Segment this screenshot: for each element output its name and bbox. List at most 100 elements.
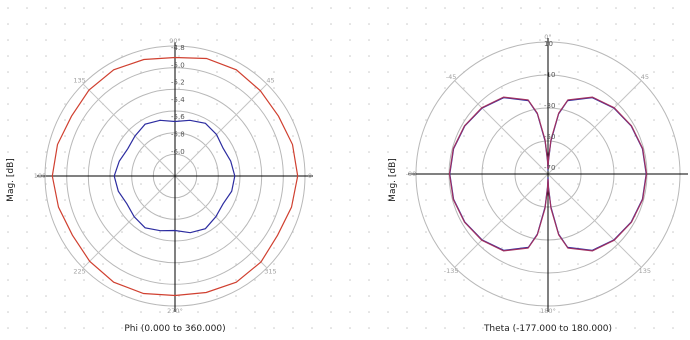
grid-dot bbox=[672, 39, 674, 41]
grid-dot bbox=[330, 135, 332, 137]
polar-main-axes bbox=[408, 38, 688, 312]
grid-dot bbox=[349, 311, 351, 313]
grid-dot bbox=[273, 263, 275, 265]
grid-dot bbox=[539, 87, 541, 89]
grid-dot bbox=[406, 215, 408, 217]
grid-dot bbox=[64, 167, 66, 169]
grid-dot bbox=[121, 7, 123, 9]
grid-dot bbox=[596, 167, 598, 169]
grid-dot bbox=[64, 135, 66, 137]
grid-dot bbox=[26, 135, 28, 137]
grid-dot bbox=[349, 295, 351, 297]
grid-dot bbox=[235, 263, 237, 265]
grid-dot bbox=[102, 39, 104, 41]
radial-tick-label: -6.0 bbox=[171, 148, 185, 156]
grid-dot bbox=[45, 103, 47, 105]
grid-dot bbox=[672, 23, 674, 25]
grid-dot bbox=[121, 327, 123, 329]
grid-dot bbox=[311, 71, 313, 73]
grid-dot bbox=[102, 151, 104, 153]
grid-dot bbox=[45, 263, 47, 265]
grid-dot bbox=[653, 183, 655, 185]
grid-dot bbox=[368, 247, 370, 249]
grid-dot bbox=[425, 263, 427, 265]
grid-dot bbox=[634, 263, 636, 265]
grid-dot bbox=[292, 295, 294, 297]
grid-dot bbox=[634, 167, 636, 169]
grid-dot bbox=[444, 23, 446, 25]
grid-dot bbox=[577, 167, 579, 169]
grid-dot bbox=[140, 247, 142, 249]
grid-dot bbox=[121, 71, 123, 73]
grid-dot bbox=[368, 183, 370, 185]
grid-dot bbox=[577, 183, 579, 185]
grid-dot bbox=[102, 279, 104, 281]
grid-dot bbox=[235, 87, 237, 89]
grid-dot bbox=[672, 151, 674, 153]
angle-label: 135 bbox=[73, 77, 85, 85]
grid-dot bbox=[311, 231, 313, 233]
grid-dot bbox=[501, 199, 503, 201]
grid-dot bbox=[330, 39, 332, 41]
grid-dot bbox=[501, 215, 503, 217]
grid-dot bbox=[406, 119, 408, 121]
grid-dot bbox=[7, 167, 9, 169]
grid-dot bbox=[482, 135, 484, 137]
grid-dot bbox=[102, 7, 104, 9]
grid-dot bbox=[26, 87, 28, 89]
grid-dot bbox=[26, 103, 28, 105]
grid-dot bbox=[330, 23, 332, 25]
grid-dot bbox=[292, 87, 294, 89]
grid-dot bbox=[634, 247, 636, 249]
grid-dot bbox=[577, 23, 579, 25]
grid-dot bbox=[425, 215, 427, 217]
grid-dot bbox=[482, 295, 484, 297]
grid-dot bbox=[178, 23, 180, 25]
grid-dot bbox=[311, 23, 313, 25]
grid-dot bbox=[577, 327, 579, 329]
grid-dot bbox=[520, 119, 522, 121]
grid-dot bbox=[178, 87, 180, 89]
grid-dot bbox=[672, 327, 674, 329]
grid-dot bbox=[178, 327, 180, 329]
grid-dot bbox=[159, 295, 161, 297]
grid-dot bbox=[653, 87, 655, 89]
grid-dot bbox=[254, 87, 256, 89]
grid-dot bbox=[482, 327, 484, 329]
grid-dot bbox=[501, 279, 503, 281]
grid-dot bbox=[539, 247, 541, 249]
grid-dot bbox=[7, 151, 9, 153]
grid-dot bbox=[634, 295, 636, 297]
grid-dot bbox=[387, 199, 389, 201]
grid-dot bbox=[444, 151, 446, 153]
grid-dot bbox=[501, 167, 503, 169]
grid-dot bbox=[273, 7, 275, 9]
grid-dot bbox=[425, 23, 427, 25]
grid-dot bbox=[368, 263, 370, 265]
grid-dot bbox=[387, 247, 389, 249]
grid-dot bbox=[102, 231, 104, 233]
grid-dot bbox=[197, 119, 199, 121]
grid-dot bbox=[7, 247, 9, 249]
grid-dot bbox=[634, 199, 636, 201]
grid-dot bbox=[7, 231, 9, 233]
grid-dot bbox=[615, 7, 617, 9]
grid-dot bbox=[653, 7, 655, 9]
grid-dot bbox=[425, 327, 427, 329]
grid-dot bbox=[501, 231, 503, 233]
grid-dot bbox=[45, 231, 47, 233]
grid-dot bbox=[26, 279, 28, 281]
grid-dot bbox=[140, 279, 142, 281]
grid-dot bbox=[178, 183, 180, 185]
grid-dot bbox=[615, 71, 617, 73]
grid-dot bbox=[216, 231, 218, 233]
grid-dot bbox=[368, 87, 370, 89]
grid-dot bbox=[406, 55, 408, 57]
grid-dot bbox=[368, 311, 370, 313]
grid-dot bbox=[406, 231, 408, 233]
grid-dot bbox=[26, 215, 28, 217]
grid-dot bbox=[501, 23, 503, 25]
grid-dot bbox=[64, 71, 66, 73]
grid-dot bbox=[368, 231, 370, 233]
grid-dot bbox=[387, 119, 389, 121]
